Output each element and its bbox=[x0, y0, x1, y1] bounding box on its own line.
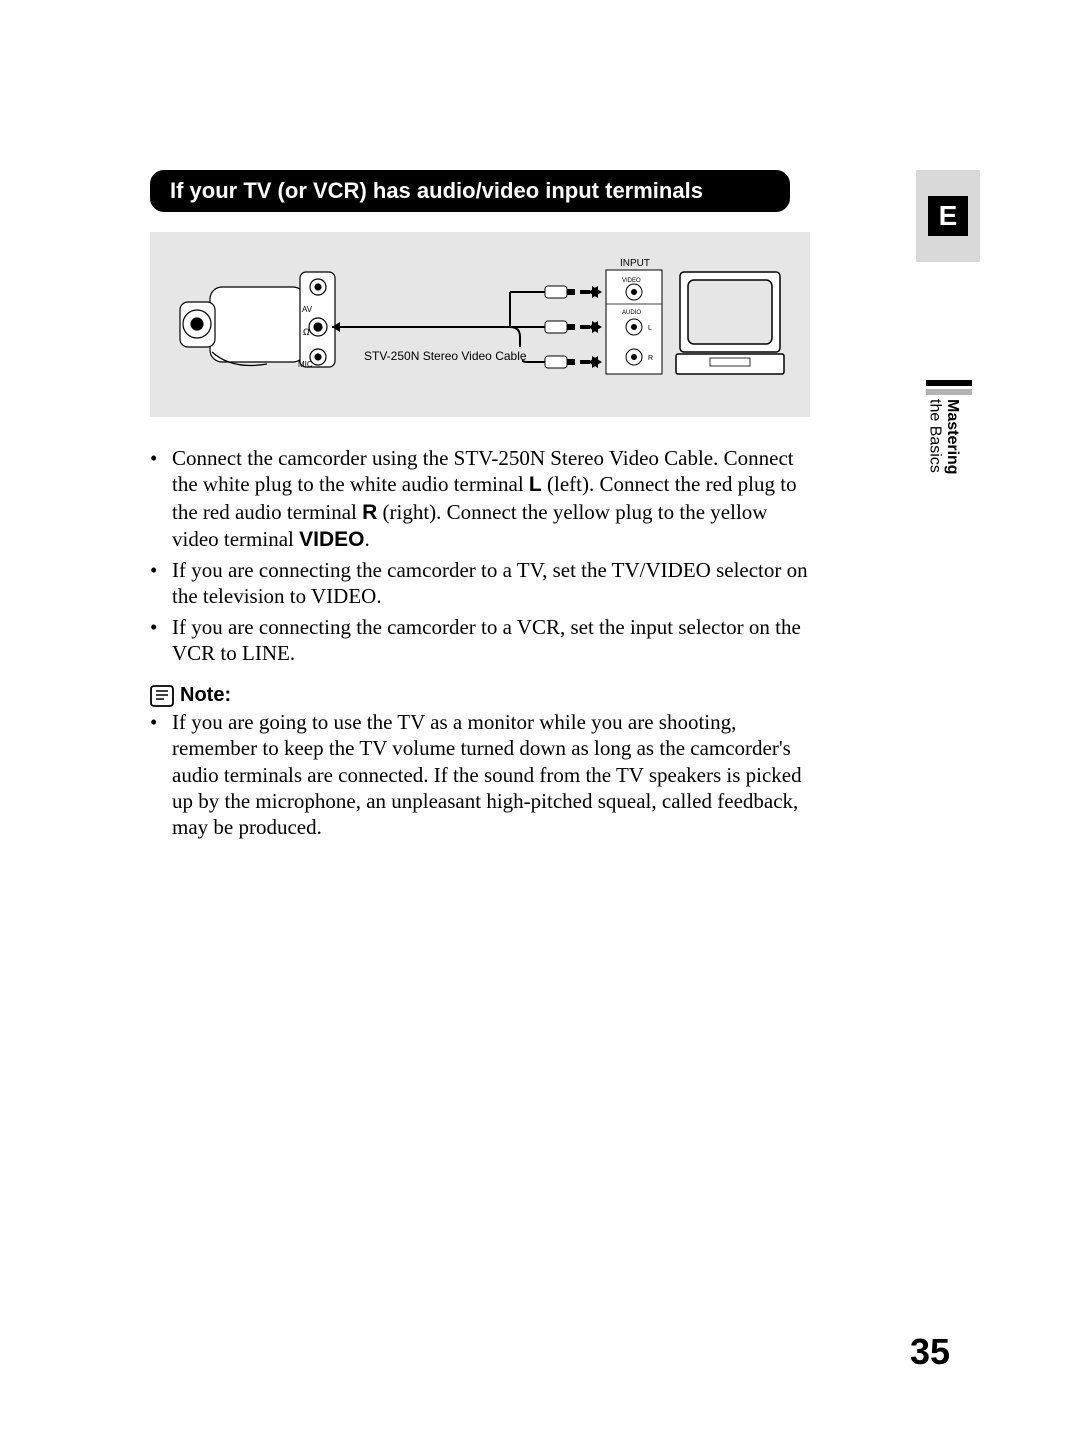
text: If you are connecting the camcorder to a… bbox=[172, 614, 810, 667]
note-text: If you are going to use the TV as a moni… bbox=[172, 709, 810, 840]
note-body: • If you are going to use the TV as a mo… bbox=[150, 709, 810, 840]
section-heading: If your TV (or VCR) has audio/video inpu… bbox=[150, 170, 790, 212]
chapter-tab: the Basics Mastering bbox=[926, 380, 972, 475]
language-tab: E bbox=[916, 170, 980, 262]
list-item: • Connect the camcorder using the STV-25… bbox=[150, 445, 810, 553]
svg-text:AUDIO: AUDIO bbox=[622, 310, 641, 316]
chapter-title: Mastering bbox=[944, 399, 962, 475]
page-number: 35 bbox=[910, 1331, 950, 1373]
svg-text:L: L bbox=[648, 325, 652, 332]
instruction-list: • Connect the camcorder using the STV-25… bbox=[150, 445, 810, 666]
text: If you are connecting the camcorder to a… bbox=[172, 557, 810, 610]
svg-text:INPUT: INPUT bbox=[620, 258, 650, 269]
symbol-r: R bbox=[362, 501, 377, 524]
list-item: • If you are connecting the camcorder to… bbox=[150, 614, 810, 667]
svg-text:AV: AV bbox=[302, 305, 313, 314]
chapter-sub: the Basics bbox=[926, 399, 944, 475]
note-label: Note: bbox=[180, 684, 231, 707]
svg-text:MIC: MIC bbox=[298, 360, 313, 369]
svg-text:R: R bbox=[648, 355, 653, 362]
connection-diagram: AV Ω MIC bbox=[150, 232, 810, 417]
symbol-l: L bbox=[529, 473, 542, 496]
note-heading: Note: bbox=[150, 684, 960, 707]
language-badge: E bbox=[928, 196, 968, 236]
svg-text:VIDEO: VIDEO bbox=[622, 278, 641, 284]
list-item: • If you are connecting the camcorder to… bbox=[150, 557, 810, 610]
svg-text:Ω: Ω bbox=[303, 327, 310, 337]
note-icon bbox=[150, 685, 174, 707]
text: . bbox=[365, 527, 370, 551]
cable-label: STV-250N Stereo Video Cable bbox=[364, 349, 527, 363]
video-bold: VIDEO bbox=[299, 528, 364, 551]
manual-page: If your TV (or VCR) has audio/video inpu… bbox=[0, 0, 1080, 1443]
tab-bars bbox=[926, 380, 972, 395]
